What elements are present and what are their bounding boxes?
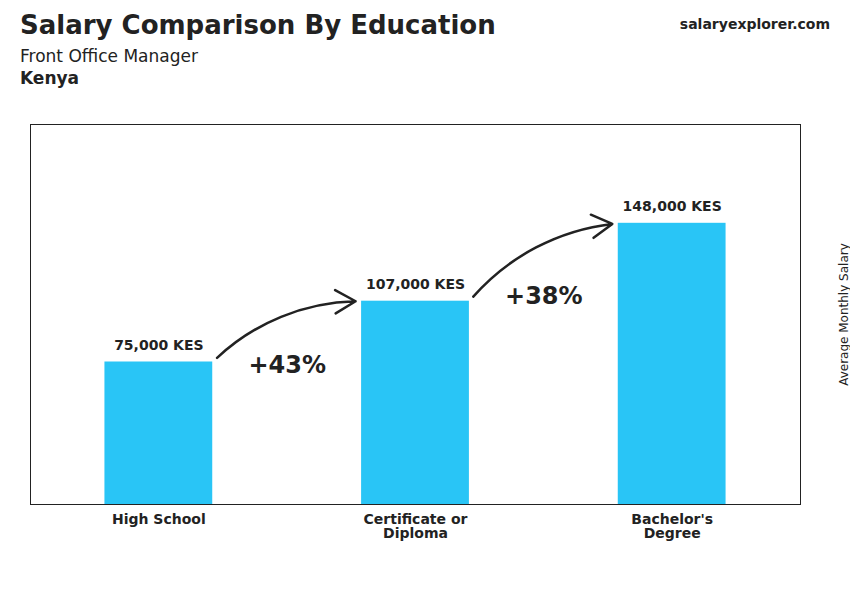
svg-text:Certificate orDiploma: Certificate orDiploma	[364, 511, 468, 541]
svg-text:75,000 KES: 75,000 KES	[114, 337, 203, 353]
html-text:salary explorer.com: salary explorer.com	[679, 16, 830, 32]
svg-text:148,000 KES: 148,000 KES	[623, 198, 722, 214]
svg-text:Bachelor'sDegree: Bachelor'sDegree	[631, 511, 713, 541]
svg-text:Average Monthly Salary: Average Monthly Salary	[837, 243, 850, 386]
svg-text:High School: High School	[112, 511, 206, 527]
html-text:Front Office Manager: Front Office Manager	[20, 46, 198, 66]
svg-text:+38%: +38%	[505, 282, 583, 310]
svg-text:107,000 KES: 107,000 KES	[366, 276, 465, 292]
svg-text:+43%: +43%	[248, 351, 326, 379]
html-text:Kenya: Kenya	[20, 68, 80, 88]
html-text:Salary Comparison By Education: Salary Comparison By Education	[20, 10, 496, 40]
